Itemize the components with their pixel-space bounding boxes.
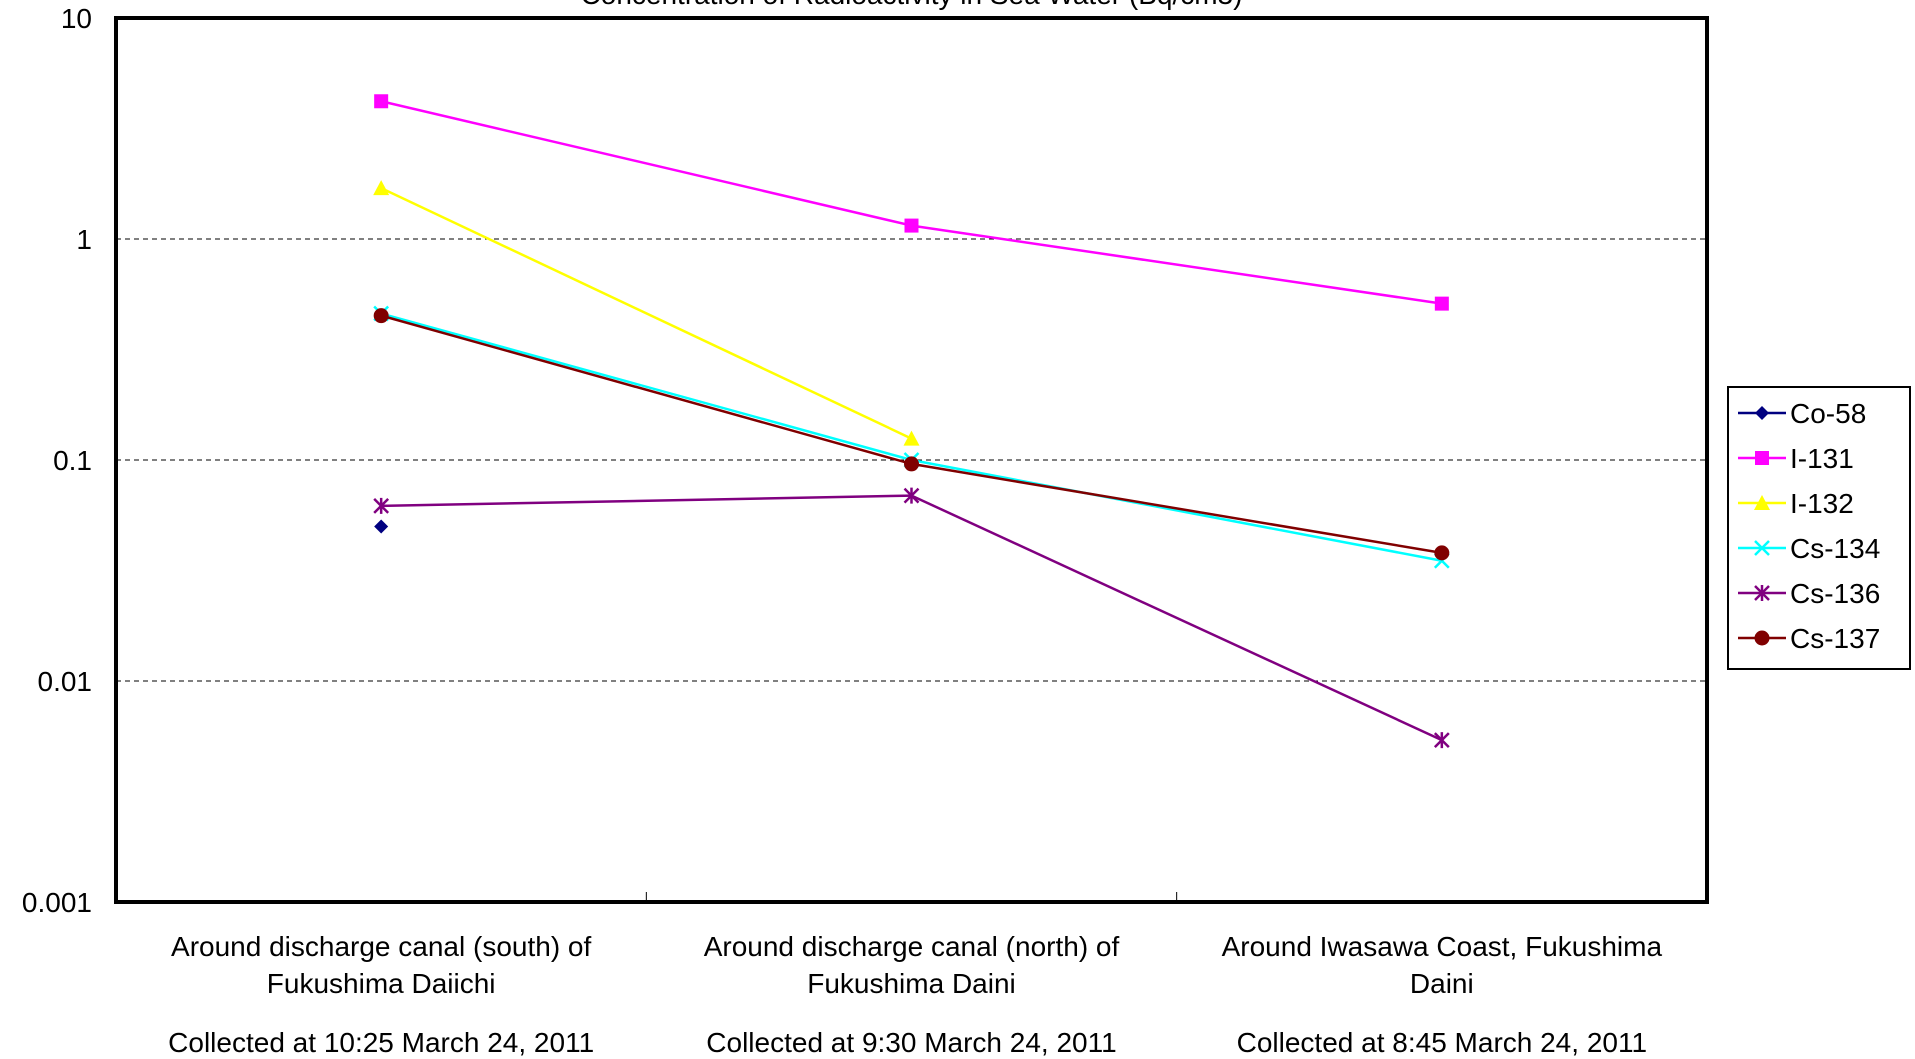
legend-item: Cs-136 bbox=[1738, 578, 1880, 609]
y-tick-label: 0.1 bbox=[53, 445, 92, 476]
legend-box bbox=[1727, 386, 1911, 670]
marker-triangle bbox=[373, 180, 390, 196]
series-line-segment bbox=[911, 458, 1443, 562]
legend-item: I-131 bbox=[1738, 443, 1854, 474]
marker-square bbox=[1755, 451, 1769, 465]
series-line-segment bbox=[381, 494, 912, 508]
marker-circle bbox=[373, 308, 389, 324]
series-cs-137 bbox=[373, 308, 1450, 561]
series-line-segment bbox=[911, 224, 1443, 305]
legend-label: Cs-134 bbox=[1790, 533, 1880, 564]
marker-circle bbox=[1754, 630, 1770, 646]
collection-time-label: Collected at 10:25 March 24, 2011 bbox=[168, 1027, 594, 1058]
marker-star bbox=[1433, 732, 1450, 749]
legend-item: I-132 bbox=[1738, 488, 1854, 519]
series-line-segment bbox=[911, 462, 1443, 555]
legend-label: I-131 bbox=[1790, 443, 1854, 474]
y-tick-label: 0.001 bbox=[22, 887, 92, 918]
marker-triangle bbox=[1754, 495, 1770, 510]
series-cs-136 bbox=[373, 487, 1450, 749]
marker-square bbox=[904, 218, 919, 233]
marker-triangle bbox=[903, 430, 920, 446]
x-category-label: Fukushima Daini bbox=[807, 968, 1016, 999]
marker-square bbox=[1434, 296, 1449, 311]
x-category-label: Around discharge canal (south) of bbox=[171, 931, 591, 962]
y-axis-tick-labels: 10 1 0.1 0.01 0.001 bbox=[22, 3, 92, 918]
legend-label: Co-58 bbox=[1790, 398, 1866, 429]
legend: Co-58 I-131 I-132 Cs-134 Cs-136 Cs-137 bbox=[1727, 386, 1911, 670]
chart-title: Concentration of Radioactivity in Sea Wa… bbox=[581, 0, 1243, 10]
legend-item: Cs-134 bbox=[1738, 533, 1880, 564]
series-line-segment bbox=[380, 314, 912, 466]
y-tick-label: 10 bbox=[61, 3, 92, 34]
series-co-58 bbox=[374, 519, 389, 534]
marker-star bbox=[903, 487, 920, 504]
x-category-label: Fukushima Daiichi bbox=[267, 968, 496, 999]
legend-label: Cs-136 bbox=[1790, 578, 1880, 609]
marker-star bbox=[1754, 585, 1770, 601]
marker-diamond bbox=[1755, 406, 1769, 420]
legend-label: I-132 bbox=[1790, 488, 1854, 519]
x-category-label: Around Iwasawa Coast, Fukushima bbox=[1222, 931, 1663, 962]
series-i-132 bbox=[373, 180, 920, 446]
y-tick-label: 0.01 bbox=[38, 666, 93, 697]
y-tick-label: 1 bbox=[76, 224, 92, 255]
marker-star bbox=[373, 497, 390, 514]
plot-area-border bbox=[114, 16, 1709, 904]
series-i-131 bbox=[374, 94, 1449, 311]
marker-square bbox=[374, 94, 389, 109]
legend-item: Cs-137 bbox=[1738, 623, 1880, 654]
x-axis-category-labels: Around discharge canal (south) of Fukushi… bbox=[168, 931, 1662, 1058]
marker-x bbox=[1754, 540, 1770, 556]
legend-item: Co-58 bbox=[1738, 398, 1866, 429]
legend-label: Cs-137 bbox=[1790, 623, 1880, 654]
series-line-segment bbox=[380, 186, 913, 440]
marker-diamond bbox=[374, 519, 389, 534]
series-line-segment bbox=[910, 494, 1443, 742]
marker-circle bbox=[1434, 545, 1450, 561]
marker-circle bbox=[904, 456, 919, 472]
series-line-segment bbox=[380, 100, 912, 227]
series-layer bbox=[373, 94, 1450, 749]
collection-time-label: Collected at 8:45 March 24, 2011 bbox=[1237, 1027, 1647, 1058]
x-category-label: Daini bbox=[1410, 968, 1474, 999]
series-line-segment bbox=[380, 312, 912, 462]
collection-time-label: Collected at 9:30 March 24, 2011 bbox=[706, 1027, 1116, 1058]
x-category-label: Around discharge canal (north) of bbox=[704, 931, 1120, 962]
